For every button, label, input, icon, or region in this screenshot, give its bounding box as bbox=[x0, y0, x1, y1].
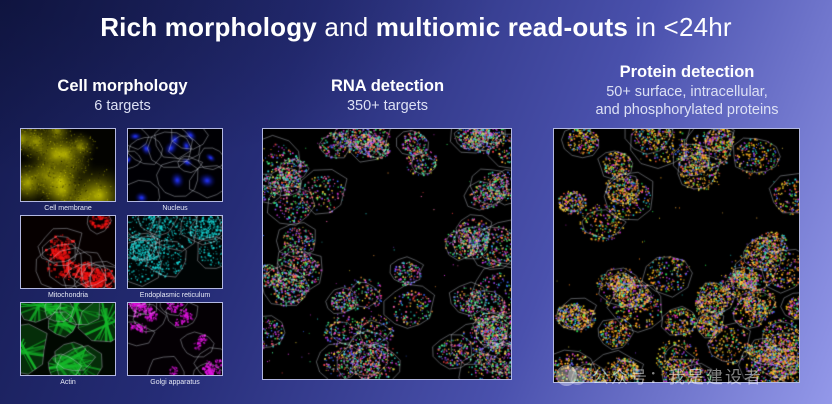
actin-label: Actin bbox=[60, 379, 76, 386]
watermark-text: 公众号：我是建设者 bbox=[592, 368, 763, 387]
protein-detection-subheading-line2: and phosphorylated proteins bbox=[595, 101, 779, 118]
title-segment-and: and bbox=[316, 12, 376, 42]
morphology-panel-golgi-apparatus: Golgi apparatus bbox=[127, 302, 223, 389]
watermark-logo-icon bbox=[556, 365, 587, 386]
morphology-thumbnail-grid: Cell membrane Nucleus Mitochondria Endop… bbox=[20, 128, 223, 389]
rna-detection-heading: RNA detection bbox=[330, 77, 445, 95]
mitochondria-label: Mitochondria bbox=[47, 292, 89, 299]
cell-membrane-image bbox=[20, 128, 116, 202]
golgi-apparatus-image bbox=[127, 302, 223, 376]
morphology-panel-cell-membrane: Cell membrane bbox=[20, 128, 116, 215]
cell-morphology-subheading: 6 targets bbox=[94, 97, 151, 114]
golgi-apparatus-label: Golgi apparatus bbox=[150, 379, 200, 386]
watermark-account-circle-icon bbox=[568, 366, 587, 385]
title-segment-in-24hr: in <24hr bbox=[628, 12, 732, 42]
protein-detection-subheading-line1: 50+ surface, intracellular, bbox=[606, 83, 768, 100]
rna-detection-subheading: 350+ targets bbox=[346, 97, 429, 114]
endoplasmic-reticulum-image bbox=[127, 215, 223, 289]
endoplasmic-reticulum-label: Endoplasmic reticulum bbox=[139, 292, 211, 299]
title-segment-multiomic-readouts: multiomic read-outs bbox=[375, 12, 629, 42]
protein-detection-heading: Protein detection bbox=[619, 63, 755, 81]
section-header-protein-detection: Protein detection 50+ surface, intracell… bbox=[553, 62, 821, 119]
mitochondria-image bbox=[20, 215, 116, 289]
rna-detection-image bbox=[262, 128, 512, 380]
cell-morphology-heading: Cell morphology bbox=[57, 77, 188, 95]
cell-membrane-label: Cell membrane bbox=[44, 205, 92, 212]
actin-image bbox=[20, 302, 116, 376]
section-header-cell-morphology: Cell morphology 6 targets bbox=[15, 76, 230, 115]
title-segment-rich-morphology: Rich morphology bbox=[100, 12, 317, 42]
morphology-panel-nucleus: Nucleus bbox=[127, 128, 223, 215]
nucleus-label: Nucleus bbox=[162, 205, 188, 212]
morphology-panel-actin: Actin bbox=[20, 302, 116, 389]
morphology-panel-endoplasmic-reticulum: Endoplasmic reticulum bbox=[127, 215, 223, 302]
section-header-rna-detection: RNA detection 350+ targets bbox=[280, 76, 495, 115]
watermark: 公众号：我是建设者 bbox=[556, 363, 830, 388]
morphology-panel-mitochondria: Mitochondria bbox=[20, 215, 116, 302]
watermark-badge-circle-icon bbox=[556, 365, 577, 386]
nucleus-image bbox=[127, 128, 223, 202]
protein-detection-image bbox=[553, 128, 800, 383]
slide-title: Rich morphology and multiomic read-outs … bbox=[0, 12, 832, 43]
